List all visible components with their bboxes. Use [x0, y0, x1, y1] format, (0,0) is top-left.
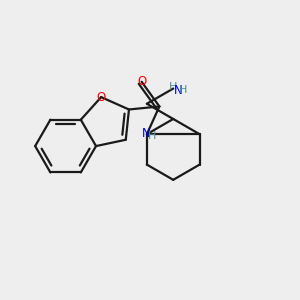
Text: H: H	[169, 82, 177, 92]
Text: O: O	[137, 75, 146, 88]
Text: H: H	[178, 85, 187, 95]
Text: O: O	[97, 91, 106, 103]
Text: N: N	[142, 127, 150, 140]
Text: N: N	[174, 84, 183, 97]
Text: H: H	[148, 131, 157, 141]
